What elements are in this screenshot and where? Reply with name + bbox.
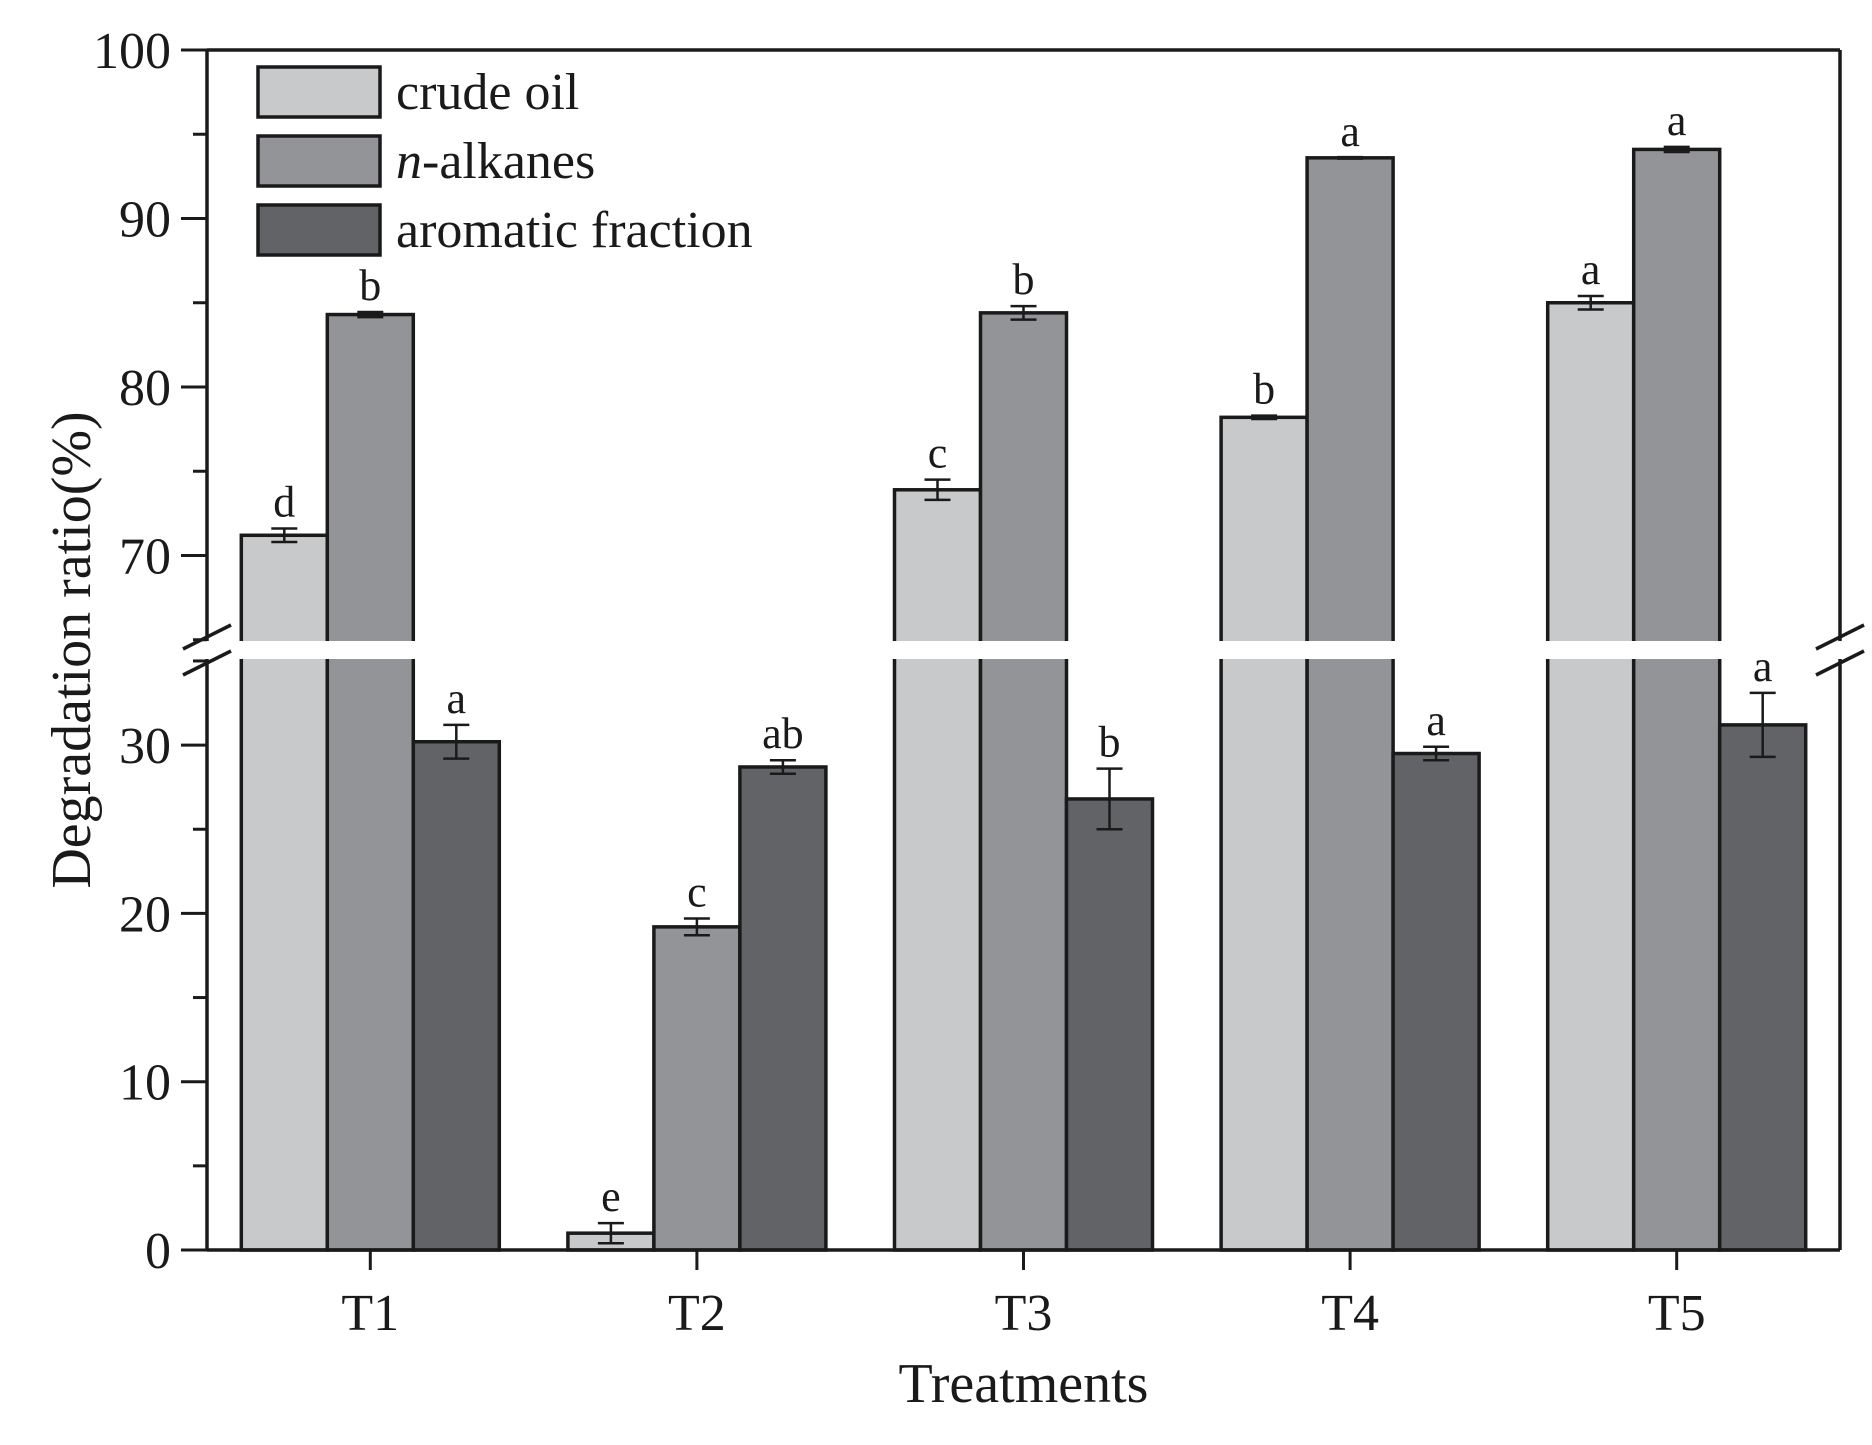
legend-label-text-part: -alkanes — [422, 133, 595, 190]
legend-label-text-part: crude oil — [396, 64, 579, 121]
x-tick-label: T1 — [341, 1285, 399, 1342]
labels-layer: d b a e c ab c b b b a a a a a 0 10 20 30 70 80 90 100 T1 T2 T3 T4… — [41, 23, 1772, 1415]
y-tick-label: 70 — [119, 529, 171, 586]
legend: crude oil n-alkanes aromatic fraction — [256, 64, 753, 259]
axes-layer — [181, 48, 1865, 1270]
y-tick-label: 30 — [119, 718, 171, 775]
bar-t2-2 — [738, 765, 828, 1252]
legend-label-1: n-alkanes — [396, 133, 595, 190]
significance-label: a — [1753, 642, 1773, 691]
axis-break-mark-left-top — [182, 623, 232, 651]
legend-label-0: crude oil — [396, 64, 579, 121]
significance-label: b — [1013, 255, 1035, 304]
x-axis-title: Treatments — [899, 1353, 1149, 1415]
significance-label: c — [928, 429, 948, 478]
significance-label: c — [687, 867, 707, 916]
y-tick-label: 100 — [93, 23, 171, 80]
bar-t2-1 — [652, 925, 742, 1252]
x-tick-label: T4 — [1321, 1285, 1379, 1342]
x-tick-label: T2 — [668, 1285, 726, 1342]
y-tick-label: 10 — [119, 1055, 171, 1112]
x-tick-label: T5 — [1648, 1285, 1706, 1342]
legend-label-text-part: aromatic fraction — [396, 202, 753, 259]
bar-t3-1 — [978, 311, 1069, 1252]
bar-t1-1 — [325, 312, 416, 1252]
bar-t4-1 — [1305, 156, 1395, 1252]
y-tick-label: 90 — [119, 192, 171, 249]
legend-swatch-2 — [256, 203, 382, 257]
bar-t3-0 — [892, 488, 983, 1252]
bar-t5-0 — [1545, 301, 1636, 1252]
significance-label: b — [359, 261, 381, 310]
significance-label: a — [1667, 96, 1687, 145]
significance-label: a — [1426, 696, 1446, 745]
y-tick-label: 20 — [119, 886, 171, 943]
significance-label: ab — [762, 709, 804, 758]
bar-t1-2 — [411, 739, 502, 1252]
significance-label: b — [1099, 718, 1121, 767]
legend-label-2: aromatic fraction — [396, 202, 753, 259]
axis-break-mark-right-bottom — [1815, 649, 1865, 677]
significance-label: e — [601, 1172, 621, 1221]
significance-label: b — [1253, 365, 1275, 414]
significance-label: a — [1340, 107, 1360, 156]
significance-label: a — [1581, 245, 1601, 294]
bar-t3-2 — [1064, 797, 1155, 1252]
legend-label-italic-part: n — [396, 133, 422, 190]
y-axis-title: Degradation ratio(%) — [41, 411, 103, 888]
bar-t5-1 — [1631, 147, 1722, 1252]
legend-swatch-0 — [256, 65, 382, 119]
x-tick-label: T3 — [995, 1285, 1053, 1342]
bar-t5-2 — [1717, 723, 1808, 1252]
significance-label: a — [447, 674, 467, 723]
axis-break-mark-right-top — [1815, 623, 1865, 651]
axis-break — [203, 641, 1844, 659]
bar-t4-0 — [1219, 415, 1309, 1252]
y-tick-label: 80 — [119, 360, 171, 417]
significance-label: d — [273, 478, 295, 527]
legend-swatch-1 — [256, 134, 382, 188]
bars-layer — [239, 145, 1808, 1252]
axis-break-gap — [203, 641, 1844, 659]
bar-t4-2 — [1391, 751, 1481, 1252]
axis-break-mark-left-bottom — [182, 649, 232, 677]
y-tick-label: 0 — [145, 1223, 171, 1280]
